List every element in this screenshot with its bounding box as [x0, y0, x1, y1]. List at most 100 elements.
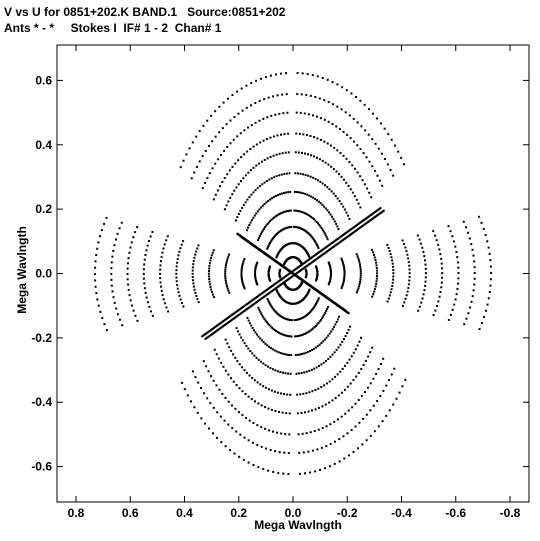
uv-point: [259, 298, 262, 301]
uv-point: [341, 259, 344, 262]
uv-point: [346, 361, 349, 364]
uv-point: [248, 224, 251, 227]
uv-point: [262, 385, 265, 388]
uv-point: [180, 243, 183, 246]
uv-point: [273, 349, 276, 352]
uv-point: [329, 279, 332, 282]
uv-point: [250, 398, 253, 401]
uv-point: [308, 369, 311, 372]
uv-point: [227, 200, 230, 203]
uv-point: [250, 124, 253, 127]
y-tick-label: -0.6: [31, 460, 52, 474]
uv-point: [160, 289, 163, 292]
uv-point: [315, 220, 318, 223]
uv-point: [329, 274, 332, 277]
uv-point: [392, 278, 395, 281]
uv-point: [310, 195, 313, 198]
uv-point: [276, 370, 279, 373]
uv-point: [274, 113, 277, 116]
uv-point: [340, 175, 343, 178]
uv-point: [311, 409, 314, 412]
uv-point: [349, 325, 352, 328]
uv-point: [258, 235, 261, 238]
uv-point: [226, 145, 229, 148]
uv-point: [288, 277, 291, 280]
uv-point: [317, 322, 320, 325]
uv-point: [275, 282, 278, 285]
uv-point: [272, 327, 275, 330]
uv-point: [486, 240, 489, 243]
uv-point: [267, 365, 270, 368]
uv-point: [381, 210, 384, 213]
uv-point: [231, 427, 234, 430]
uv-point: [216, 329, 219, 332]
uv-point: [368, 191, 371, 194]
uv-point: [377, 147, 380, 150]
uv-point: [250, 304, 253, 307]
uv-point: [241, 266, 244, 269]
uv-point: [312, 176, 315, 179]
uv-point: [198, 130, 201, 133]
uv-point: [313, 238, 316, 241]
uv-point: [281, 277, 284, 280]
uv-point: [441, 267, 444, 270]
uv-point: [336, 197, 339, 200]
uv-point: [441, 276, 444, 279]
uv-point: [126, 278, 129, 281]
uv-point: [315, 366, 318, 369]
uv-point: [392, 275, 395, 278]
uv-point: [229, 142, 232, 145]
uv-point: [94, 266, 97, 269]
uv-point: [247, 319, 250, 322]
uv-point: [263, 295, 266, 298]
uv-point: [205, 365, 208, 368]
uv-point: [251, 352, 254, 355]
uv-point: [286, 274, 289, 277]
uv-point: [386, 243, 389, 246]
uv-point: [303, 352, 306, 355]
uv-point: [404, 297, 407, 300]
uv-point: [456, 287, 459, 290]
uv-point: [323, 118, 326, 121]
uv-point: [312, 196, 315, 199]
uv-point: [307, 174, 310, 177]
uv-point: [392, 403, 395, 406]
uv-point: [334, 323, 337, 326]
uv-point: [353, 230, 356, 233]
uv-point: [257, 295, 260, 298]
uv-point: [192, 282, 195, 285]
uv-point: [321, 405, 324, 408]
uv-point: [326, 78, 329, 81]
uv-point: [323, 338, 326, 341]
uv-point: [221, 392, 224, 395]
uv-point: [229, 315, 232, 318]
uv-point: [328, 282, 331, 285]
uv-point: [261, 183, 264, 186]
uv-point: [225, 123, 228, 126]
uv-point: [333, 420, 336, 423]
uv-point: [336, 318, 339, 321]
uv-point: [274, 73, 277, 76]
uv-point: [233, 312, 236, 315]
uv-point: [382, 209, 385, 212]
uv-point: [265, 321, 268, 324]
uv-point: [286, 393, 289, 396]
uv-point: [296, 92, 299, 95]
uv-point: [319, 318, 322, 321]
uv-point: [252, 191, 255, 194]
uv-point: [348, 114, 351, 117]
uv-point: [243, 129, 246, 132]
uv-point: [310, 309, 313, 312]
uv-point: [283, 173, 286, 176]
uv-point: [338, 236, 341, 239]
uv-point: [269, 367, 272, 370]
uv-point: [305, 351, 308, 354]
uv-point: [290, 276, 293, 279]
uv-point: [356, 223, 359, 226]
uv-point: [359, 221, 362, 224]
uv-point: [289, 226, 292, 229]
uv-point: [300, 151, 303, 154]
uv-point: [349, 228, 352, 231]
uv-point: [99, 235, 102, 238]
uv-point: [347, 409, 350, 412]
